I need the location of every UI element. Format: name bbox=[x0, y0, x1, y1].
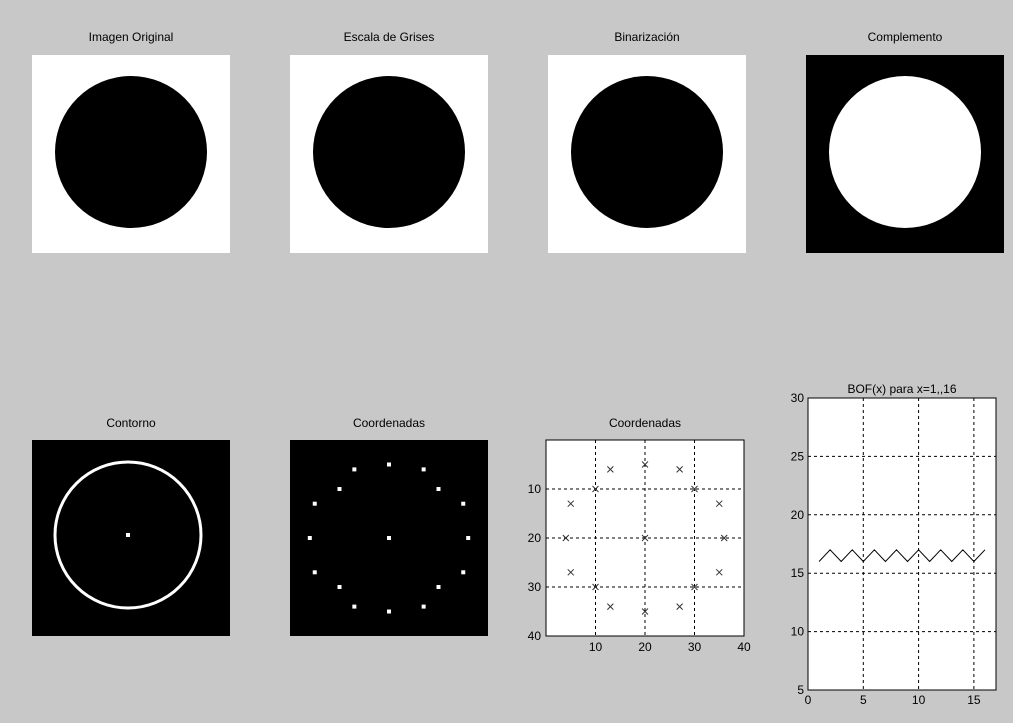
bof-xtick-label: 0 bbox=[805, 693, 812, 707]
title-escala-grises: Escala de Grises bbox=[343, 30, 435, 44]
scatter-point bbox=[691, 583, 698, 591]
coordenadas-image-panel bbox=[290, 440, 488, 636]
coord-dot bbox=[312, 570, 317, 575]
scatter-point bbox=[606, 466, 614, 473]
coord-dot bbox=[352, 467, 357, 472]
scatter-point bbox=[567, 500, 575, 508]
title-coordenadas-plot: Coordenadas bbox=[608, 416, 682, 430]
scatter-point bbox=[715, 500, 723, 508]
imagen-original-panel bbox=[32, 55, 230, 253]
bof-ytick-label: 20 bbox=[791, 508, 805, 522]
scatter-ytick-label: 30 bbox=[528, 580, 542, 594]
coord-dot bbox=[312, 501, 317, 506]
coord-dot bbox=[387, 462, 391, 467]
bof-ytick-label: 10 bbox=[791, 625, 805, 639]
coord-dot bbox=[466, 536, 471, 540]
coord-dot bbox=[421, 604, 426, 609]
scatter-xtick-label: 10 bbox=[589, 640, 603, 654]
bof-ytick-label: 15 bbox=[791, 566, 805, 580]
scatter-point bbox=[720, 534, 728, 542]
coord-dot bbox=[436, 585, 441, 589]
scatter-ytick-label: 10 bbox=[528, 482, 542, 496]
scatter-ytick-label: 40 bbox=[528, 629, 542, 643]
title-binarizacion: Binarización bbox=[614, 30, 680, 44]
original-disk bbox=[55, 76, 207, 228]
scatter-point bbox=[676, 466, 684, 473]
scatter-xtick-label: 20 bbox=[638, 640, 652, 654]
title-contorno: Contorno bbox=[106, 416, 156, 430]
bin-disk bbox=[571, 76, 723, 228]
bof-axes-box bbox=[807, 397, 997, 691]
scatter-point bbox=[641, 608, 649, 615]
scatter-point bbox=[592, 485, 599, 493]
coord-dot bbox=[461, 570, 466, 575]
scatter-point bbox=[606, 603, 614, 610]
coord-dot bbox=[307, 536, 312, 540]
contorno-panel bbox=[32, 440, 230, 636]
bof-xtick-label: 10 bbox=[912, 693, 926, 707]
coord-dot bbox=[352, 604, 357, 609]
coordenadas-scatter-plot: 10 20 30 40 10 20 30 40 bbox=[528, 439, 751, 654]
coord-dot bbox=[387, 609, 391, 614]
coord-dot bbox=[337, 487, 342, 491]
title-imagen-original: Imagen Original bbox=[88, 30, 174, 44]
title-coordenadas-img: Coordenadas bbox=[352, 416, 426, 430]
bof-ytick-label: 25 bbox=[791, 449, 805, 463]
bof-series-line bbox=[818, 549, 986, 563]
bof-xtick-label: 15 bbox=[967, 693, 981, 707]
scatter-point bbox=[715, 568, 723, 576]
contour-circle bbox=[53, 460, 203, 610]
coord-dot bbox=[421, 467, 426, 472]
coord-dot bbox=[436, 487, 441, 491]
comp-disk bbox=[829, 76, 981, 228]
bof-xtick-label: 5 bbox=[860, 693, 867, 707]
coord-dot bbox=[387, 536, 391, 540]
bof-ytick-label: 30 bbox=[791, 391, 805, 405]
gris-disk bbox=[313, 76, 465, 228]
scatter-point bbox=[641, 534, 649, 542]
scatter-ytick-label: 20 bbox=[528, 531, 542, 545]
title-bof: BOF(x) para x=1,,16 bbox=[847, 382, 957, 396]
title-complemento: Complemento bbox=[867, 30, 943, 44]
scatter-point bbox=[676, 603, 684, 610]
scatter-xtick-label: 30 bbox=[688, 640, 702, 654]
coord-dot bbox=[337, 585, 342, 589]
scatter-point bbox=[567, 568, 575, 576]
coord-dot bbox=[461, 501, 466, 506]
scatter-point bbox=[592, 583, 599, 591]
contour-center-dot bbox=[126, 533, 130, 537]
binarizacion-panel bbox=[548, 55, 746, 253]
scatter-point bbox=[562, 534, 570, 542]
scatter-xtick-label: 40 bbox=[737, 640, 751, 654]
scatter-point bbox=[691, 485, 698, 493]
scatter-point bbox=[641, 461, 649, 468]
complemento-panel bbox=[806, 55, 1004, 253]
escala-grises-panel bbox=[290, 55, 488, 253]
bof-ytick-label: 5 bbox=[797, 683, 804, 697]
